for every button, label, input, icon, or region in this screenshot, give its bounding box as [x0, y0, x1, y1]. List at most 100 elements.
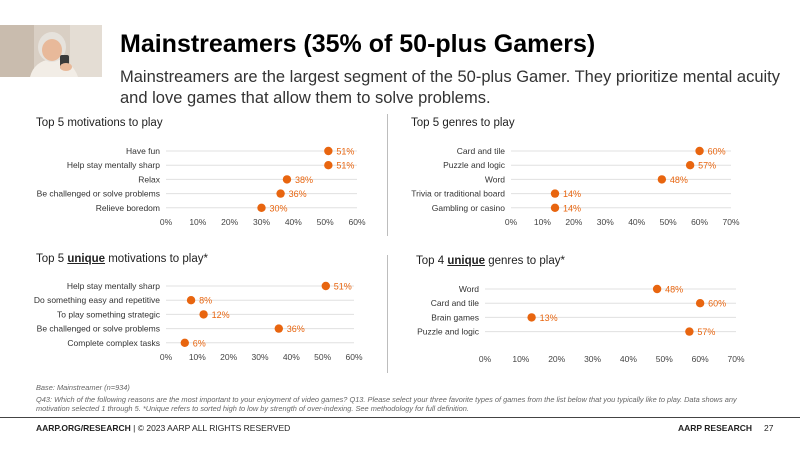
footer-brand: AARP RESEARCH	[678, 423, 752, 433]
data-label: 51%	[336, 147, 354, 157]
category-label: Help stay mentally sharp	[67, 160, 160, 170]
data-point	[550, 189, 560, 198]
category-label: Have fun	[126, 146, 160, 156]
data-label: 8%	[199, 296, 212, 306]
data-point	[657, 175, 667, 184]
category-label: Brain games	[431, 312, 479, 322]
x-tick-label: 60%	[691, 217, 708, 227]
title-suffix: motivations to play*	[105, 253, 208, 265]
data-point	[180, 338, 189, 347]
page-subtitle: Mainstreamers are the largest segment of…	[120, 68, 780, 107]
x-tick-label: 10%	[189, 352, 206, 362]
x-tick-label: 60%	[348, 217, 365, 227]
x-tick-label: 20%	[220, 352, 237, 362]
x-tick-label: 70%	[727, 354, 744, 364]
data-label: 13%	[540, 313, 558, 323]
copyright-text: | © 2023 AARP ALL RIGHTS RESERVED	[130, 423, 291, 433]
x-tick-label: 0%	[505, 217, 518, 227]
x-tick-label: 0%	[160, 352, 173, 362]
data-label: 14%	[563, 203, 581, 213]
x-tick-label: 30%	[597, 217, 614, 227]
x-tick-label: 50%	[656, 354, 673, 364]
x-tick-label: 40%	[283, 352, 300, 362]
data-point	[527, 313, 536, 322]
x-tick-label: 0%	[479, 354, 492, 364]
data-point	[685, 327, 694, 336]
category-label: Relax	[138, 174, 160, 184]
genres-section-title: Top 5 genres to play	[411, 117, 515, 129]
data-label: 12%	[212, 310, 230, 320]
category-label: Word	[459, 284, 479, 294]
page-number: 27	[764, 423, 774, 433]
x-tick-label: 30%	[253, 217, 270, 227]
data-label: 36%	[289, 189, 307, 199]
data-label: 36%	[287, 324, 305, 334]
data-label: 6%	[193, 338, 206, 348]
x-tick-label: 10%	[512, 354, 529, 364]
data-point	[652, 284, 662, 294]
data-point	[685, 161, 695, 170]
data-label: 30%	[270, 203, 288, 213]
title-emphasis: unique	[447, 255, 486, 267]
data-point	[321, 281, 330, 291]
x-tick-label: 0%	[160, 217, 173, 227]
x-tick-label: 20%	[548, 354, 565, 364]
x-tick-label: 10%	[534, 217, 551, 227]
data-label: 48%	[665, 285, 683, 295]
motivations-dot-chart: 0% 10% 20% 30% 40% 50% 60% Have fun 51% Help stay…	[37, 146, 366, 227]
footer-divider	[0, 417, 800, 418]
footer-link[interactable]: AARP.ORG/RESEARCH	[36, 423, 131, 433]
vertical-divider	[387, 114, 388, 236]
title-prefix: Top 5	[36, 253, 68, 265]
x-tick-label: 50%	[317, 217, 334, 227]
base-note: Base: Mainstreamer (n=934)	[36, 383, 130, 392]
data-label: 38%	[295, 175, 313, 185]
category-label: To play something strategic	[57, 309, 161, 319]
data-label: 14%	[563, 189, 581, 199]
data-point	[324, 161, 333, 170]
category-label: Card and tile	[431, 298, 479, 308]
unique-motivations-section-title: Top 5 unique motivations to play*	[36, 253, 208, 265]
vertical-divider	[387, 255, 388, 373]
x-tick-label: 50%	[660, 217, 677, 227]
unique-genres-section-title: Top 4 unique genres to play*	[416, 255, 565, 267]
category-label: Puzzle and logic	[443, 160, 506, 170]
category-label: Relieve boredom	[96, 203, 160, 213]
motivations-section-title: Top 5 motivations to play	[36, 117, 163, 129]
x-tick-label: 40%	[628, 217, 645, 227]
data-label: 51%	[334, 282, 352, 292]
category-label: Be challenged or solve problems	[37, 189, 160, 199]
x-tick-label: 10%	[189, 217, 206, 227]
data-point	[324, 146, 333, 156]
category-label: Gambling or casino	[432, 203, 506, 213]
data-point	[276, 189, 285, 198]
woman-gaming-photo	[0, 25, 102, 77]
unique-genres-dot-chart: 0% 10% 20% 30% 40% 50% 60% 70% Word 48% Card and t…	[417, 284, 745, 364]
title-suffix: genres to play*	[485, 255, 565, 267]
data-point	[199, 310, 208, 319]
data-point	[257, 203, 266, 212]
x-tick-label: 30%	[584, 354, 601, 364]
genres-dot-chart: 0% 10% 20% 30% 40% 50% 60% 70% Card and tile 60% P…	[411, 146, 740, 227]
footnotes: Base: Mainstreamer (n=934) Q43: Which of…	[36, 383, 766, 416]
category-label: Be challenged or solve problems	[37, 324, 160, 334]
x-tick-label: 60%	[345, 352, 362, 362]
x-tick-label: 20%	[565, 217, 582, 227]
unique-motivations-dot-chart: 0% 10% 20% 30% 40% 50% 60% Help stay mentally s…	[34, 281, 363, 362]
data-point	[695, 146, 704, 156]
data-point	[695, 299, 705, 308]
footer-left: AARP.ORG/RESEARCH | © 2023 AARP ALL RIGH…	[36, 423, 290, 433]
data-label: 60%	[708, 299, 726, 309]
data-label: 60%	[708, 147, 726, 157]
page-title: Mainstreamers (35% of 50-plus Gamers)	[120, 30, 596, 58]
x-tick-label: 40%	[620, 354, 637, 364]
category-label: Help stay mentally sharp	[67, 281, 160, 291]
x-tick-label: 60%	[692, 354, 709, 364]
category-label: Complete complex tasks	[67, 338, 160, 348]
category-label: Card and tile	[457, 146, 505, 156]
data-label: 57%	[698, 161, 716, 171]
data-label: 51%	[336, 161, 354, 171]
x-tick-label: 40%	[285, 217, 302, 227]
question-note: Q43: Which of the following reasons are …	[36, 394, 737, 414]
data-point	[282, 175, 292, 184]
